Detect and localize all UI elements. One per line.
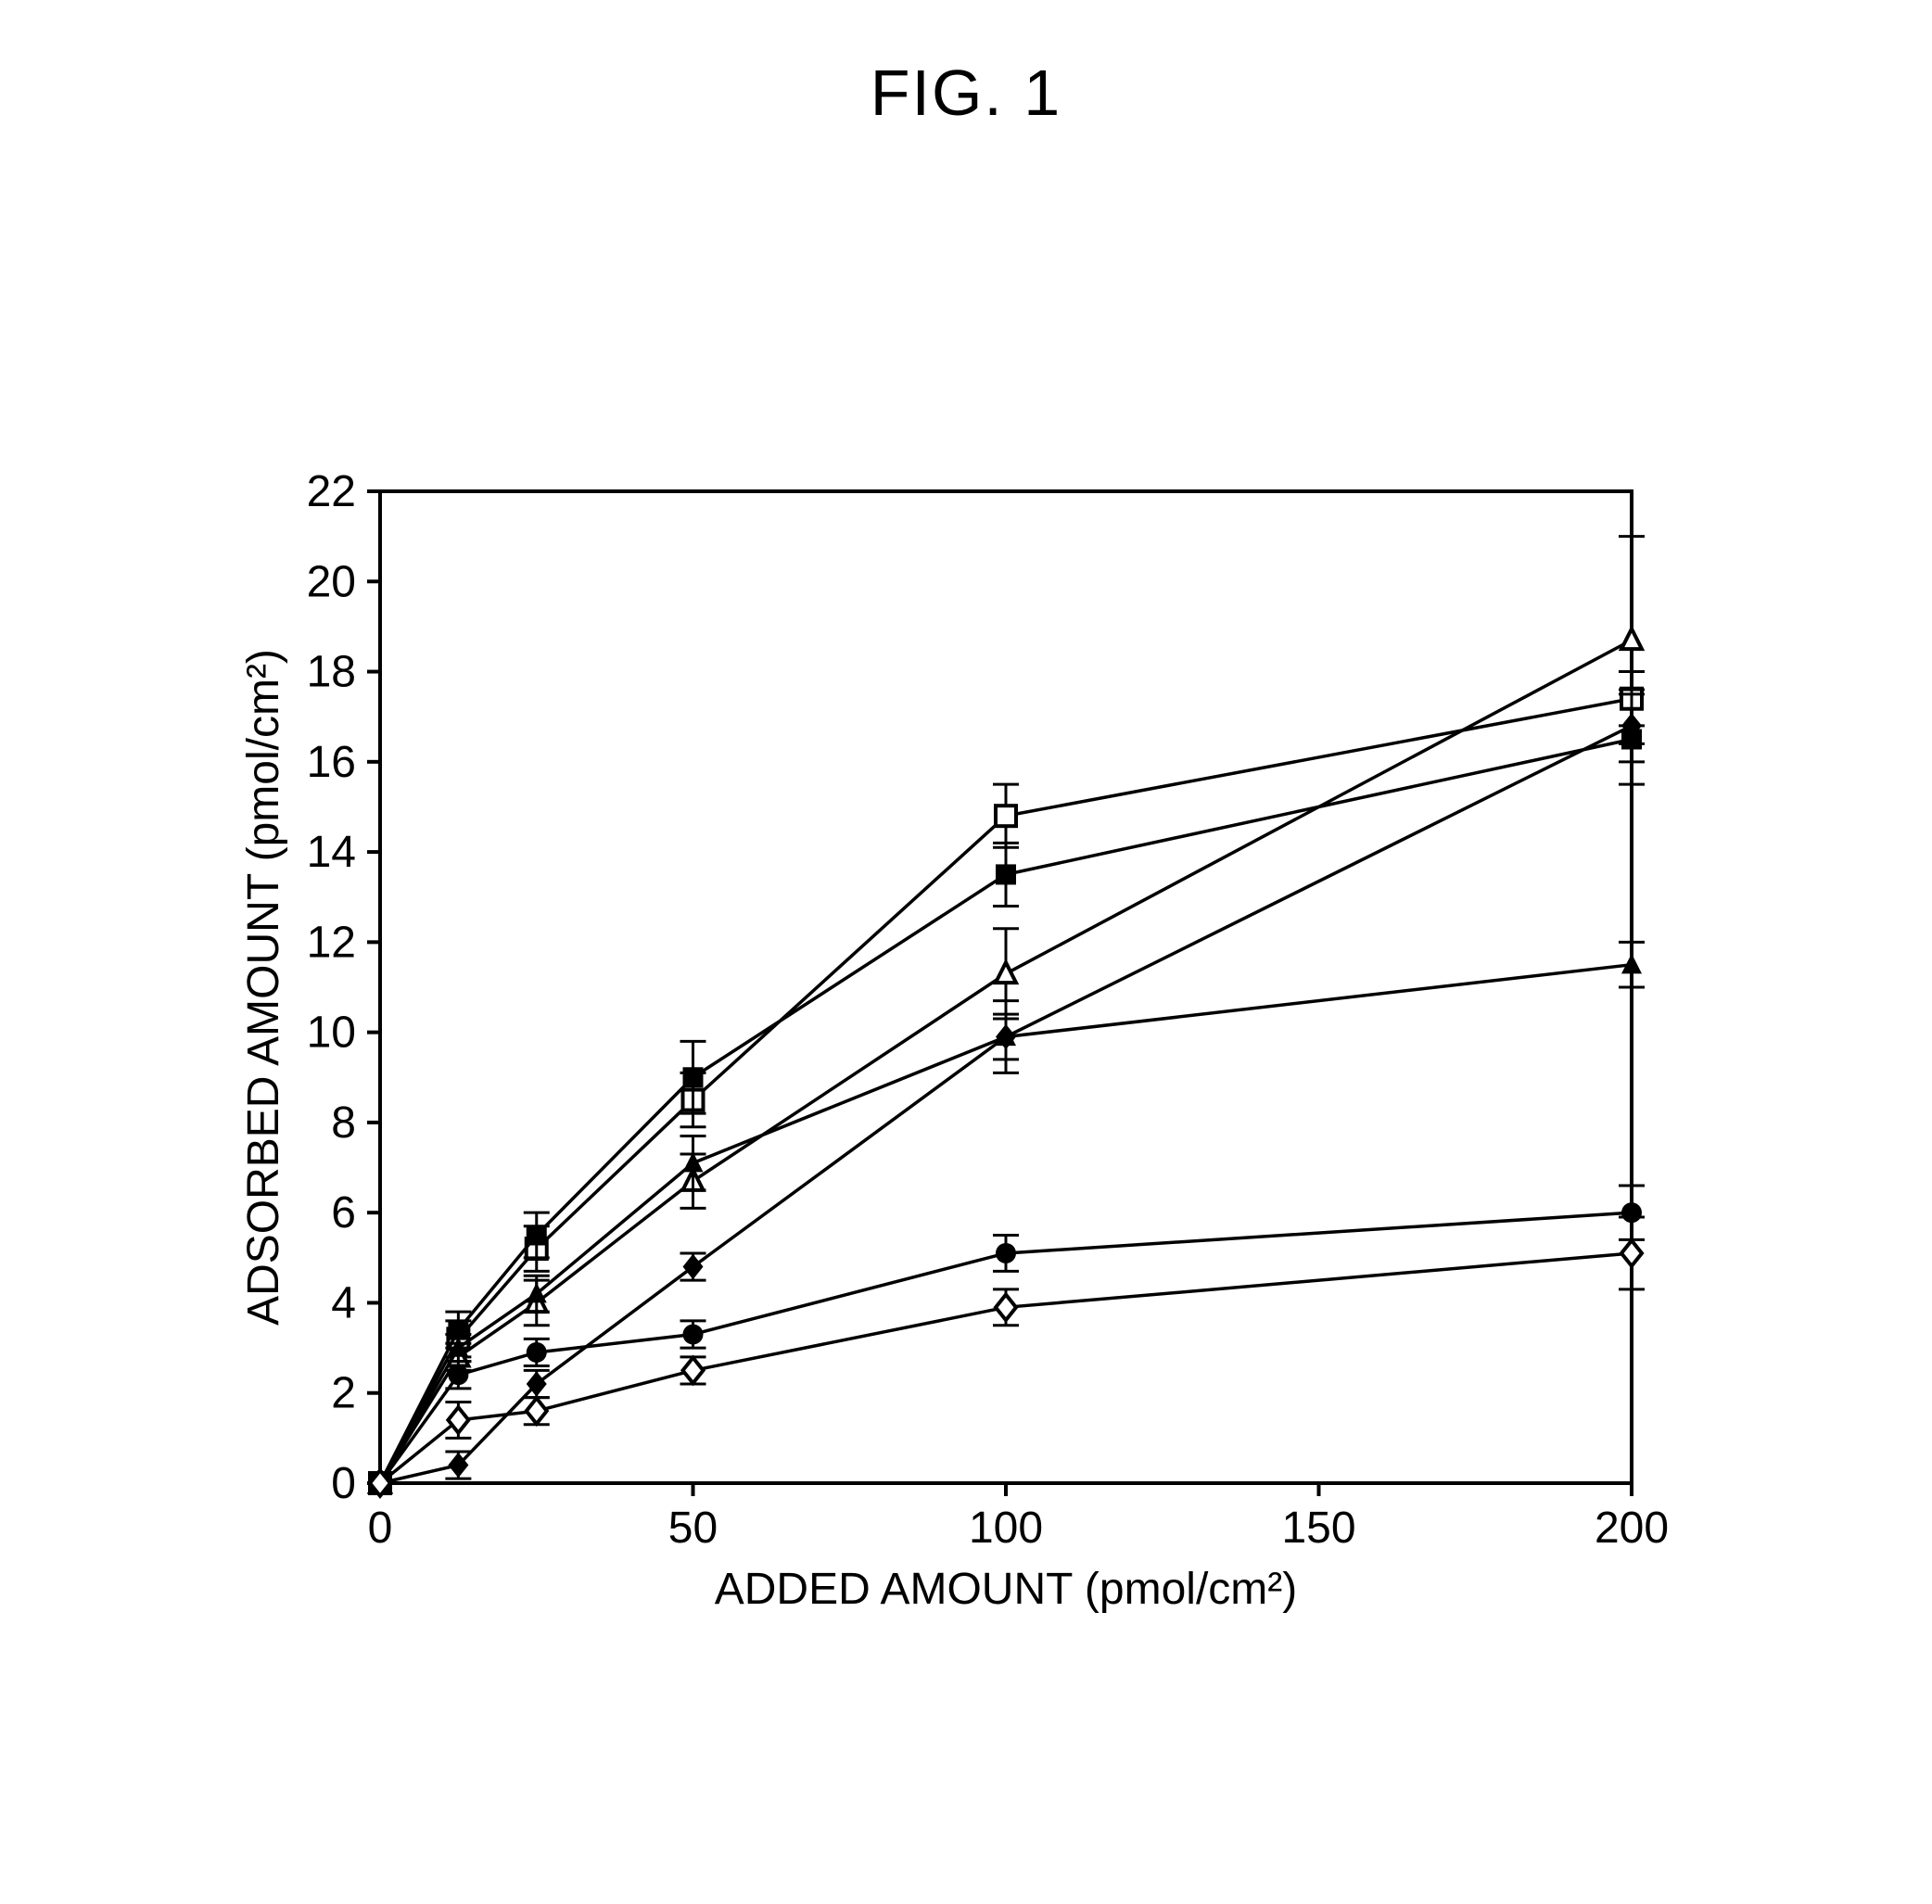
marker-square-filled [996,864,1016,884]
marker-diamond-filled [683,1254,704,1280]
y-tick-label: 16 [307,738,356,787]
x-tick-label: 150 [1281,1504,1355,1553]
y-tick-label: 14 [307,828,356,877]
marker-triangle-filled [527,1283,547,1303]
y-tick-label: 18 [307,648,356,697]
marker-triangle-filled [1621,954,1642,974]
series-line [380,1253,1632,1483]
marker-triangle-open [996,962,1016,983]
adsorption-chart: 0 50 100 150 200 0 2 4 6 8 10 12 14 16 18 20 22 ADDED AMO… [241,473,1687,1678]
x-tick-label: 50 [668,1504,718,1553]
figure-title: FIG. 1 [0,56,1932,130]
y-tick-label: 10 [307,1009,356,1058]
y-tick-label: 8 [331,1098,356,1148]
marker-square-filled [527,1225,547,1246]
y-tick-label: 4 [331,1278,356,1327]
marker-circle-filled [683,1325,704,1345]
y-tick-label: 2 [331,1369,356,1418]
marker-square-filled [683,1067,704,1087]
x-tick-label: 100 [969,1504,1043,1553]
marker-triangle-open [1621,628,1642,649]
y-tick-label: 12 [307,918,356,967]
y-axis-label: ADSORBED AMOUNT (pmol/cm²) [241,649,288,1326]
x-tick-label: 0 [368,1504,393,1553]
marker-circle-filled [527,1342,547,1363]
y-tick-label: 0 [331,1459,356,1508]
chart-container: 0 50 100 150 200 0 2 4 6 8 10 12 14 16 18 20 22 ADDED AMO… [241,473,1687,1678]
y-tick-label: 20 [307,557,356,606]
marker-square-open [996,806,1016,826]
marker-diamond-open [683,1358,704,1384]
x-tick-label: 200 [1595,1504,1669,1553]
marker-diamond-open [448,1407,468,1432]
marker-circle-filled [996,1243,1016,1263]
series-open-square [370,672,1645,1493]
x-axis-label: ADDED AMOUNT (pmol/cm²) [715,1565,1297,1614]
page: FIG. 1 0 50 100 150 200 0 2 4 6 8 10 12 14 16 18 20 22 AD… [0,0,1932,1904]
y-tick-label: 22 [307,473,356,516]
marker-diamond-open [1621,1240,1642,1266]
marker-circle-filled [448,1365,468,1385]
y-tick-label: 6 [331,1188,356,1238]
marker-diamond-open [996,1295,1016,1321]
series-filled-circle [370,1186,1645,1493]
marker-diamond-open [527,1398,547,1423]
